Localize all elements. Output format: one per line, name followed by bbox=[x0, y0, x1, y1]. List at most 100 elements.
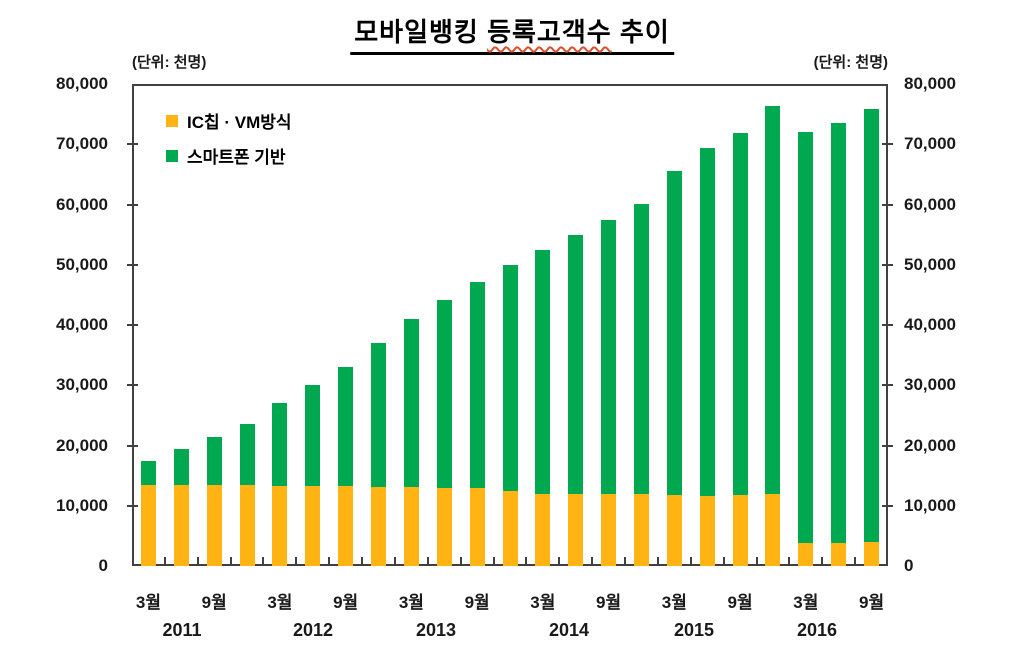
x-axis-tick bbox=[196, 557, 199, 566]
bar-2015-03-ic-vm bbox=[666, 494, 682, 566]
bar-2011-12-smartphone bbox=[239, 423, 255, 486]
legend-swatch-ic-vm-icon bbox=[166, 114, 178, 127]
bar-2015-12-smartphone bbox=[765, 105, 781, 495]
bar-2015-06-ic-vm bbox=[699, 496, 715, 566]
bar-2014-09-ic-vm bbox=[601, 494, 617, 566]
bar-2015-09-ic-vm bbox=[732, 494, 748, 566]
x-axis-tick bbox=[459, 557, 462, 566]
legend-label-smartphone: 스마트폰 기반 bbox=[187, 148, 286, 167]
bar-2015-09-smartphone bbox=[732, 133, 748, 495]
x-axis-label-year: 2013 bbox=[415, 620, 457, 640]
y-axis-label-left: 20,000 bbox=[56, 435, 108, 455]
x-axis-label-month: 9월 bbox=[596, 593, 622, 612]
bar-2014-12-ic-vm bbox=[633, 494, 649, 566]
bar-2013-12-smartphone bbox=[502, 265, 518, 491]
bar-2014-09-smartphone bbox=[601, 219, 617, 495]
bar-2011-12-ic-vm bbox=[239, 485, 255, 566]
x-axis-tick bbox=[558, 557, 561, 566]
bar-2013-09-ic-vm bbox=[469, 488, 485, 566]
title-part-spellcheck: 등록고객수 bbox=[487, 17, 612, 47]
x-axis-tick bbox=[426, 557, 429, 566]
y-axis-tick bbox=[882, 324, 893, 326]
bar-2016-03-ic-vm bbox=[798, 542, 814, 566]
x-axis-label-month: 9월 bbox=[464, 593, 490, 612]
y-axis-label-right: 40,000 bbox=[904, 315, 956, 334]
x-axis-label-month: 3월 bbox=[793, 593, 819, 612]
bar-2013-09-smartphone bbox=[469, 282, 485, 489]
bar-2013-06-smartphone bbox=[436, 300, 452, 488]
bar-2011-09-smartphone bbox=[206, 437, 222, 486]
bar-2012-09-ic-vm bbox=[338, 486, 354, 566]
x-axis-label-year: 2012 bbox=[292, 620, 334, 640]
legend: IC칩 · VM방식 스마트폰 기반 bbox=[166, 108, 292, 178]
y-axis-label-right: 10,000 bbox=[904, 495, 956, 515]
x-axis-label-month: 3월 bbox=[661, 593, 687, 612]
x-axis-label-month: 9월 bbox=[727, 593, 753, 612]
y-axis-tick bbox=[127, 504, 138, 507]
x-axis-tick bbox=[689, 557, 692, 566]
x-axis-tick bbox=[361, 557, 364, 566]
bar-2011-03-ic-vm bbox=[140, 484, 156, 566]
bar-2012-12-smartphone bbox=[371, 343, 387, 488]
bar-2011-06-smartphone bbox=[173, 448, 189, 485]
y-axis-label-right: 30,000 bbox=[904, 375, 956, 395]
x-axis-tick bbox=[624, 557, 627, 566]
bar-2016-06-ic-vm bbox=[831, 542, 847, 566]
unit-label-right: (단위: 천명) bbox=[813, 54, 888, 71]
y-axis-tick bbox=[127, 263, 138, 266]
legend-label-ic-vm: IC칩 · VM방식 bbox=[187, 113, 292, 132]
bar-2015-06-smartphone bbox=[699, 148, 715, 497]
y-axis-tick bbox=[127, 143, 138, 146]
bar-2011-09-ic-vm bbox=[206, 485, 222, 566]
bar-2012-03-smartphone bbox=[272, 403, 288, 486]
y-axis-tick bbox=[127, 324, 138, 326]
legend-item-smartphone: 스마트폰 기반 bbox=[166, 143, 292, 168]
bar-2012-12-ic-vm bbox=[371, 487, 387, 566]
y-axis-label-right: 60,000 bbox=[904, 194, 956, 214]
y-axis-tick bbox=[882, 203, 893, 206]
bar-2012-06-smartphone bbox=[305, 385, 321, 487]
bar-2012-03-ic-vm bbox=[272, 485, 288, 566]
chart-title: 모바일뱅킹 등록고객수 추이 bbox=[350, 12, 674, 55]
bar-2014-03-smartphone bbox=[535, 249, 551, 494]
bar-2016-03-smartphone bbox=[798, 132, 814, 543]
bar-2012-09-smartphone bbox=[338, 367, 354, 487]
x-axis-label-month: 9월 bbox=[201, 593, 227, 612]
x-axis-label-year: 2015 bbox=[673, 620, 715, 640]
x-axis-tick bbox=[393, 557, 396, 566]
bar-2011-03-smartphone bbox=[140, 461, 156, 485]
bar-2015-12-ic-vm bbox=[765, 494, 781, 566]
bar-2015-03-smartphone bbox=[666, 170, 682, 495]
y-axis-label-right: 20,000 bbox=[904, 435, 956, 455]
bar-2011-06-ic-vm bbox=[173, 484, 189, 566]
x-axis-tick bbox=[525, 557, 528, 566]
y-axis-tick bbox=[882, 143, 893, 146]
x-axis-label-month: 3월 bbox=[267, 593, 293, 612]
y-axis-label-left: 60,000 bbox=[56, 194, 108, 214]
y-axis-label-left: 0 bbox=[98, 556, 108, 575]
x-axis-tick bbox=[722, 557, 725, 566]
y-axis-label-left: 80,000 bbox=[56, 74, 108, 93]
x-axis-tick bbox=[295, 557, 298, 566]
bar-2013-06-ic-vm bbox=[436, 487, 452, 566]
x-axis-tick bbox=[328, 557, 331, 566]
x-axis-label-year: 2011 bbox=[162, 620, 202, 640]
y-axis-label-right: 70,000 bbox=[904, 134, 956, 154]
y-axis-label-left: 30,000 bbox=[56, 375, 108, 395]
x-axis-tick bbox=[262, 557, 265, 566]
x-axis-label-month: 9월 bbox=[859, 593, 885, 612]
x-axis-tick bbox=[492, 557, 495, 566]
bar-2013-03-smartphone bbox=[403, 318, 419, 488]
x-axis-tick bbox=[854, 557, 857, 566]
x-axis-label-month: 3월 bbox=[398, 593, 424, 612]
bar-2016-09-ic-vm bbox=[864, 541, 880, 566]
bar-2016-09-smartphone bbox=[864, 109, 880, 542]
x-axis-tick bbox=[229, 557, 232, 566]
plot-area bbox=[132, 84, 888, 566]
y-axis-tick bbox=[127, 384, 138, 387]
title-part3: 추이 bbox=[611, 17, 670, 47]
y-axis-tick bbox=[127, 203, 138, 206]
x-axis-tick bbox=[788, 557, 791, 566]
bar-2014-06-smartphone bbox=[568, 234, 584, 494]
